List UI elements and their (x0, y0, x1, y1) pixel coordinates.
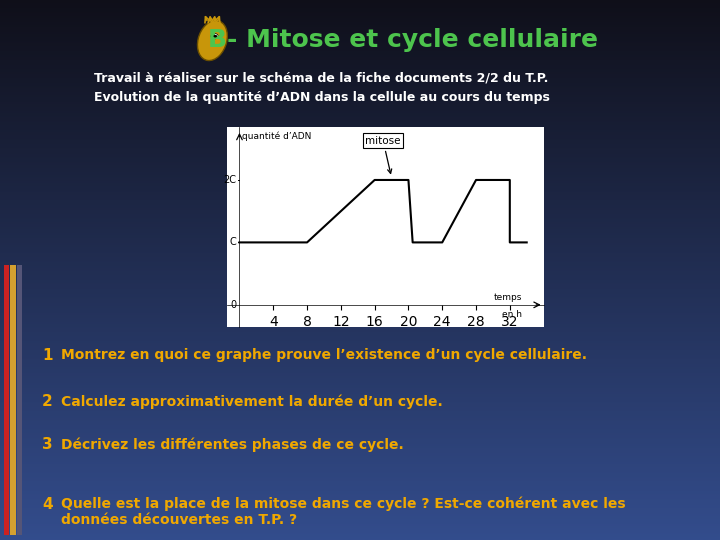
Text: Décrivez les différentes phases de ce cycle.: Décrivez les différentes phases de ce cy… (61, 437, 404, 452)
Text: B- Mitose et cycle cellulaire: B- Mitose et cycle cellulaire (208, 29, 598, 52)
Text: 2: 2 (42, 394, 53, 409)
Text: en h: en h (503, 310, 523, 319)
Text: 3: 3 (42, 437, 53, 453)
Text: Calculez approximativement la durée d’un cycle.: Calculez approximativement la durée d’un… (61, 394, 443, 409)
Text: Evolution de la quantité d’ADN dans la cellule au cours du temps: Evolution de la quantité d’ADN dans la c… (94, 91, 549, 104)
Text: 0: 0 (230, 300, 236, 310)
Text: 4: 4 (42, 497, 53, 512)
Text: Quelle est la place de la mitose dans ce cycle ? Est-ce cohérent avec les
donnée: Quelle est la place de la mitose dans ce… (61, 497, 626, 528)
Text: quantité d’ADN: quantité d’ADN (242, 131, 311, 141)
Text: Travail à réaliser sur le schéma de la fiche documents 2/2 du T.P.: Travail à réaliser sur le schéma de la f… (94, 72, 548, 85)
Circle shape (213, 35, 217, 37)
Ellipse shape (197, 21, 228, 60)
Bar (10, 265, 16, 535)
Text: 2C: 2C (223, 175, 236, 185)
Text: Montrez en quoi ce graphe prouve l’existence d’un cycle cellulaire.: Montrez en quoi ce graphe prouve l’exist… (61, 348, 588, 362)
Bar (4, 265, 9, 535)
Bar (17, 265, 22, 535)
Text: 1: 1 (42, 348, 53, 363)
Text: temps: temps (494, 293, 523, 302)
Text: mitose: mitose (365, 136, 401, 173)
Text: C: C (230, 238, 236, 247)
Circle shape (211, 33, 218, 39)
